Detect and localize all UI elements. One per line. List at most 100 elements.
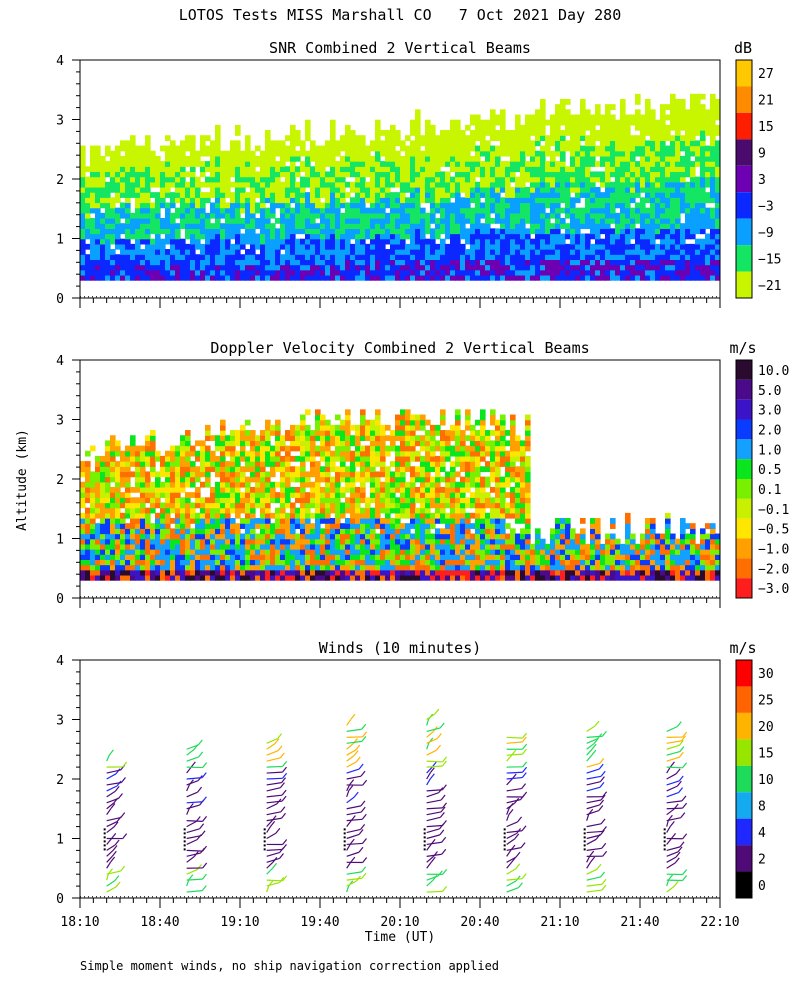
velocity-cell xyxy=(260,497,266,504)
snr-cell xyxy=(680,99,686,105)
velocity-cell xyxy=(195,538,201,545)
velocity-cell xyxy=(170,538,176,545)
snr-cell xyxy=(175,176,181,183)
snr-cell xyxy=(625,207,631,214)
snr-cell xyxy=(350,254,356,261)
velocity-cell xyxy=(220,450,226,457)
velocity-cell xyxy=(220,528,226,535)
snr-cell xyxy=(655,259,661,266)
velocity-cell xyxy=(90,523,96,529)
snr-cell xyxy=(590,264,596,271)
snr-cell xyxy=(690,104,696,110)
velocity-cell xyxy=(200,559,206,566)
snr-cell xyxy=(295,150,301,157)
snr-cell xyxy=(460,254,466,261)
snr-cell xyxy=(195,150,201,157)
snr-cell xyxy=(570,269,576,276)
velocity-cell xyxy=(270,455,276,462)
snr-cell xyxy=(400,161,406,167)
velocity-cell xyxy=(190,481,196,488)
snr-cell xyxy=(375,119,381,126)
velocity-cell xyxy=(85,450,91,457)
snr-cell xyxy=(345,243,351,250)
snr-cell xyxy=(425,243,431,250)
velocity-cell xyxy=(140,466,146,473)
snr-cell xyxy=(95,249,101,255)
snr-cell xyxy=(100,254,106,261)
snr-cell xyxy=(715,269,720,276)
snr-cell xyxy=(175,259,181,266)
snr-cell xyxy=(465,186,471,193)
velocity-cell xyxy=(250,430,256,436)
snr-cell xyxy=(190,135,196,142)
snr-cell xyxy=(330,233,336,240)
snr-cell xyxy=(665,233,671,240)
velocity-cell xyxy=(110,445,116,452)
snr-cell xyxy=(510,166,516,173)
snr-cell xyxy=(555,150,561,157)
snr-cell xyxy=(370,186,376,193)
snr-cell xyxy=(180,238,186,245)
velocity-cell xyxy=(215,445,221,452)
snr-cell xyxy=(675,114,681,121)
velocity-cell xyxy=(290,476,296,483)
velocity-cell xyxy=(145,559,151,566)
snr-cell xyxy=(160,166,166,173)
snr-cell xyxy=(340,186,346,193)
snr-cell xyxy=(215,155,221,162)
velocity-cell xyxy=(205,523,211,529)
velocity-cell xyxy=(285,445,291,452)
snr-cell xyxy=(390,228,396,235)
snr-cell xyxy=(115,218,121,224)
velocity-cell xyxy=(105,466,111,473)
snr-cell xyxy=(280,238,286,245)
snr-cell xyxy=(675,202,681,209)
snr-cell xyxy=(370,161,376,167)
velocity-cell xyxy=(290,574,296,581)
snr-cell xyxy=(515,140,521,147)
snr-cell xyxy=(370,223,376,229)
velocity-cell xyxy=(95,533,101,540)
velocity-cell xyxy=(180,471,186,478)
snr-cell xyxy=(465,254,471,261)
velocity-cell xyxy=(255,554,261,561)
snr-cell xyxy=(235,274,241,281)
snr-cell xyxy=(150,192,156,198)
snr-cell xyxy=(290,135,296,142)
snr-cell xyxy=(665,192,671,198)
snr-cell xyxy=(625,254,631,261)
snr-cell xyxy=(525,186,531,193)
snr-cell xyxy=(505,243,511,250)
snr-cell xyxy=(635,202,641,209)
snr-cell xyxy=(225,243,231,250)
snr-cell xyxy=(570,186,576,193)
snr-cell xyxy=(610,124,616,131)
snr-cell xyxy=(600,150,606,157)
snr-cell xyxy=(455,254,461,261)
snr-cell xyxy=(520,207,526,214)
velocity-cell xyxy=(230,455,236,462)
velocity-cell xyxy=(170,476,176,483)
velocity-cell xyxy=(115,440,121,447)
velocity-cell xyxy=(240,549,246,555)
velocity-cell xyxy=(300,569,306,576)
snr-cell xyxy=(210,155,216,162)
snr-cell xyxy=(245,212,251,219)
snr-cell xyxy=(420,269,426,276)
velocity-cell xyxy=(250,486,256,493)
snr-cell xyxy=(595,114,601,121)
snr-cell xyxy=(230,223,236,229)
snr-cell xyxy=(165,228,171,235)
snr-cell xyxy=(180,192,186,198)
snr-cell xyxy=(115,238,121,245)
snr-cell xyxy=(290,207,296,214)
snr-cell xyxy=(355,218,361,224)
snr-cell xyxy=(235,197,241,204)
velocity-cell xyxy=(230,471,236,478)
snr-cell xyxy=(300,243,306,250)
velocity-cell xyxy=(140,497,146,504)
snr-cell xyxy=(310,269,316,276)
snr-cell xyxy=(555,228,561,235)
snr-cell xyxy=(685,223,691,229)
snr-cell xyxy=(705,119,711,126)
